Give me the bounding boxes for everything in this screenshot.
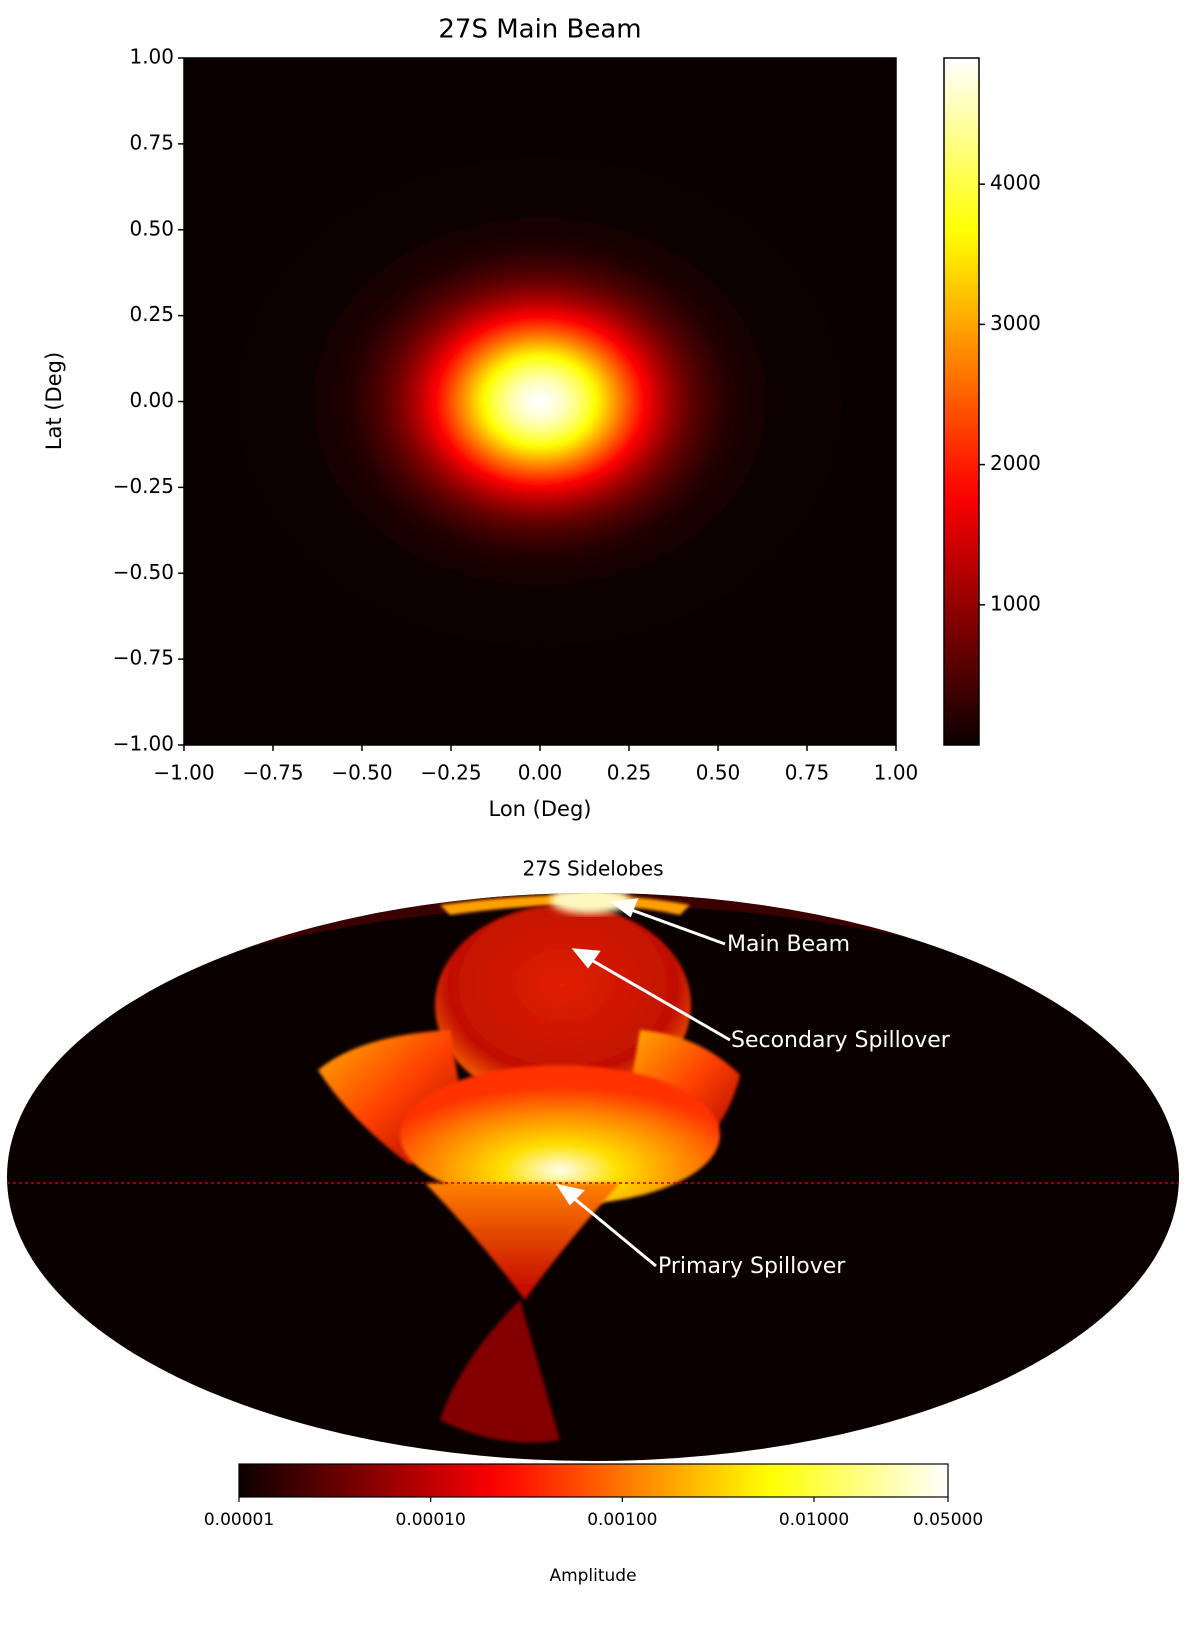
y-tick-label: 0.50 xyxy=(129,216,174,240)
colorbar: 0.00001 0.00010 0.00100 0.01000 0.05000 xyxy=(204,1463,983,1530)
chart-title: 27S Main Beam xyxy=(438,15,641,45)
colorbar-tick-label: 0.01000 xyxy=(779,1510,849,1530)
x-tick-label: 0.75 xyxy=(785,761,830,785)
y-axis-label: Lat (Deg) xyxy=(42,352,66,450)
beam-contour xyxy=(536,398,544,405)
annotation: Secondary Spillover xyxy=(731,1028,951,1053)
colorbar-tick-label: 2000 xyxy=(990,451,1041,475)
y-tick-label: −0.75 xyxy=(113,646,174,670)
y-tick-label: 1.00 xyxy=(129,45,174,69)
beam xyxy=(237,156,843,647)
primary-lobe xyxy=(400,1065,720,1205)
cone xyxy=(425,1183,620,1300)
colorbar-scale xyxy=(238,1463,949,1498)
y-tick-label: 0.75 xyxy=(129,130,174,154)
y-tick-label: −0.50 xyxy=(113,560,174,584)
x-tick-label: −0.75 xyxy=(242,761,303,785)
colorbar-tick-label: 0.00100 xyxy=(587,1510,657,1530)
colorbar-label: Amplitude xyxy=(549,1566,636,1586)
colorbar-tick-label: 3000 xyxy=(990,311,1041,335)
y-tick-label: 0.00 xyxy=(129,388,174,412)
colorbar: 1000 2000 3000 4000 xyxy=(943,57,1041,746)
colorbar-tick-label: 0.05000 xyxy=(913,1510,983,1530)
x-tick-label: −1.00 xyxy=(153,761,214,785)
x-tick-label: 1.00 xyxy=(874,761,919,785)
colorbar-tick-label: 1000 xyxy=(990,591,1041,615)
y-tick-label: −0.25 xyxy=(113,474,174,498)
x-axis-label: Lon (Deg) xyxy=(489,797,592,821)
y-tick-label: −1.00 xyxy=(113,732,174,756)
annotation: Main Beam xyxy=(727,932,850,957)
colorbar-tick-label: 4000 xyxy=(990,171,1041,195)
main-beam-spot xyxy=(550,893,630,914)
y-tick-label: 0.25 xyxy=(129,302,174,326)
secondary-lobe xyxy=(435,905,691,1105)
x-tick-label: −0.25 xyxy=(420,761,481,785)
x-tick-label: −0.50 xyxy=(331,761,392,785)
x-tick-label: 0.50 xyxy=(696,761,741,785)
x-tick-label: 0.00 xyxy=(518,761,563,785)
colorbar-scale xyxy=(943,57,980,746)
chart-title: 27S Sidelobes xyxy=(523,857,664,881)
annotation: Primary Spillover xyxy=(658,1254,846,1279)
sky-map: Main Beam Secondary Spillover Primary Sp… xyxy=(7,893,1179,1461)
colorbar-tick-label: 0.00010 xyxy=(396,1510,466,1530)
x-tick-label: 0.25 xyxy=(607,761,652,785)
plot-area: −1.00 −0.75 −0.50 −0.25 0.00 0.25 0.50 0.75 1.00… xyxy=(113,45,919,785)
colorbar-tick-label: 0.00001 xyxy=(204,1510,274,1530)
arrows xyxy=(555,898,731,1268)
lower-fan xyxy=(440,1300,560,1443)
